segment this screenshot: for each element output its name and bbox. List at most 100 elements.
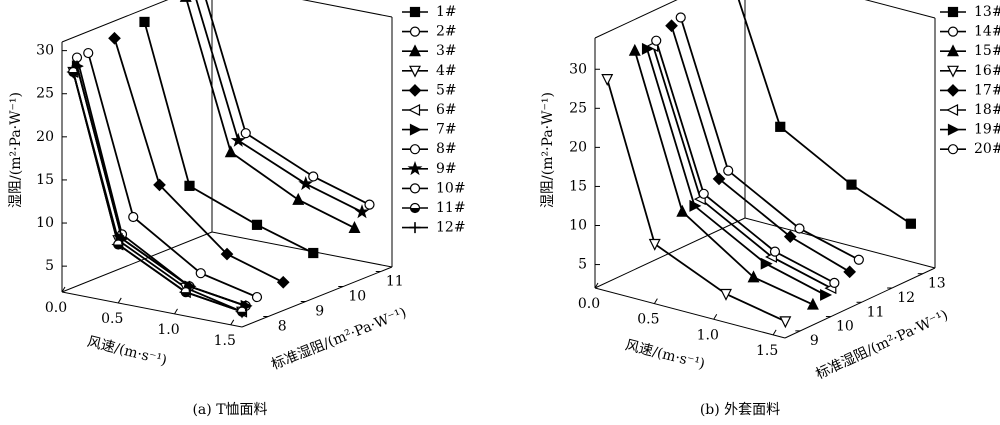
x-tick-label: 1.5	[214, 333, 236, 349]
marker	[71, 60, 83, 72]
marker-half	[113, 244, 123, 250]
marker	[946, 84, 960, 97]
box-edge	[594, 0, 678, 39]
marker	[184, 280, 195, 292]
marker	[128, 211, 139, 223]
marker	[676, 204, 689, 217]
z-tick-label: 12	[897, 290, 915, 306]
z-axis-label: 标准湿阻/(m²·Pa·W⁻¹)	[269, 305, 409, 373]
series-line	[737, 0, 912, 225]
legend-label: 12#	[436, 220, 466, 236]
series-line	[113, 37, 284, 284]
z-axis	[784, 267, 936, 339]
marker	[179, 0, 192, 2]
z-tick-label: 10	[348, 289, 366, 305]
marker	[230, 132, 246, 147]
legend-label: 15#	[974, 43, 1000, 59]
marker	[665, 19, 678, 33]
legend-label: 8#	[436, 141, 457, 157]
series-line	[72, 71, 243, 313]
legend-label: 11#	[436, 200, 466, 216]
y-tick-label: 30	[569, 61, 587, 77]
series-line	[606, 78, 786, 323]
marker	[779, 316, 792, 329]
marker	[628, 43, 641, 56]
marker	[348, 221, 361, 233]
series-line	[633, 50, 814, 306]
marker	[648, 238, 661, 251]
marker	[292, 192, 305, 205]
marker	[83, 47, 94, 59]
y-tick-label: 25	[36, 86, 54, 102]
z-tick-label: 13	[928, 276, 946, 292]
x-tick	[117, 297, 122, 304]
series-line	[205, 0, 370, 206]
marker	[408, 84, 422, 97]
x-tick-label: 1.0	[697, 327, 719, 343]
x-tick-label: 1.5	[756, 343, 778, 359]
marker	[409, 123, 422, 136]
series-line	[185, 0, 355, 229]
marker	[354, 204, 370, 219]
marker	[224, 145, 237, 158]
z-tick-label: 11	[867, 304, 885, 320]
y-tick-label: 5	[45, 258, 54, 274]
series-line	[646, 48, 826, 296]
marker	[689, 199, 702, 212]
y-axis-label: 湿阻/(m²·Pa·W⁻¹)	[8, 92, 24, 208]
marker	[947, 6, 959, 18]
legend-label: 7#	[436, 122, 457, 138]
marker	[829, 277, 840, 288]
z-tick-label: 10	[836, 319, 854, 335]
series-line	[143, 21, 314, 254]
caption: (b) 外套面料	[700, 402, 780, 418]
z-tick-label: 11	[386, 274, 404, 290]
x-tick-label: 0.0	[45, 300, 67, 316]
marker	[723, 165, 734, 176]
z-tick-label: 9	[315, 304, 324, 320]
box-edge	[864, 0, 936, 19]
x-tick-label: 1.0	[157, 322, 179, 338]
marker	[947, 26, 959, 37]
floor-edge	[594, 217, 746, 289]
legend-label: 19#	[974, 122, 1000, 138]
legend-label: 3#	[436, 43, 457, 59]
y-tick-label: 15	[36, 172, 54, 188]
x-tick	[230, 319, 235, 326]
series-line	[87, 52, 258, 298]
marker	[308, 247, 319, 259]
marker-half	[181, 292, 191, 297]
series-line	[652, 45, 832, 289]
marker	[769, 246, 781, 257]
y-tick-label: 10	[36, 215, 54, 231]
marker	[651, 35, 662, 46]
marker	[905, 218, 916, 229]
marker	[409, 6, 421, 18]
series-line	[195, 0, 363, 213]
marker	[240, 300, 252, 312]
legend-label: 2#	[436, 24, 457, 40]
marker	[139, 16, 150, 28]
marker	[783, 230, 797, 244]
marker	[409, 144, 421, 155]
x-tick-label: 0.5	[637, 312, 659, 328]
y-tick-label: 10	[569, 218, 587, 234]
legend-label: 20#	[974, 141, 1000, 157]
marker	[820, 288, 833, 301]
marker-half	[68, 71, 78, 77]
series-line	[679, 17, 860, 261]
marker	[806, 297, 819, 310]
box-edge	[301, 0, 393, 18]
marker	[794, 223, 805, 234]
marker	[698, 188, 709, 199]
x-tick	[772, 329, 777, 336]
floor-edge	[61, 231, 213, 293]
x-tick-label: 0.0	[578, 296, 600, 312]
y-tick-label: 5	[578, 257, 587, 273]
marker	[108, 31, 121, 45]
marker	[251, 219, 263, 230]
legend-label: 4#	[436, 63, 457, 79]
x-tick	[61, 286, 66, 293]
y-axis-label: 湿阻/(m²·Pa·W⁻¹)	[540, 92, 556, 208]
floor-edge	[211, 231, 393, 268]
